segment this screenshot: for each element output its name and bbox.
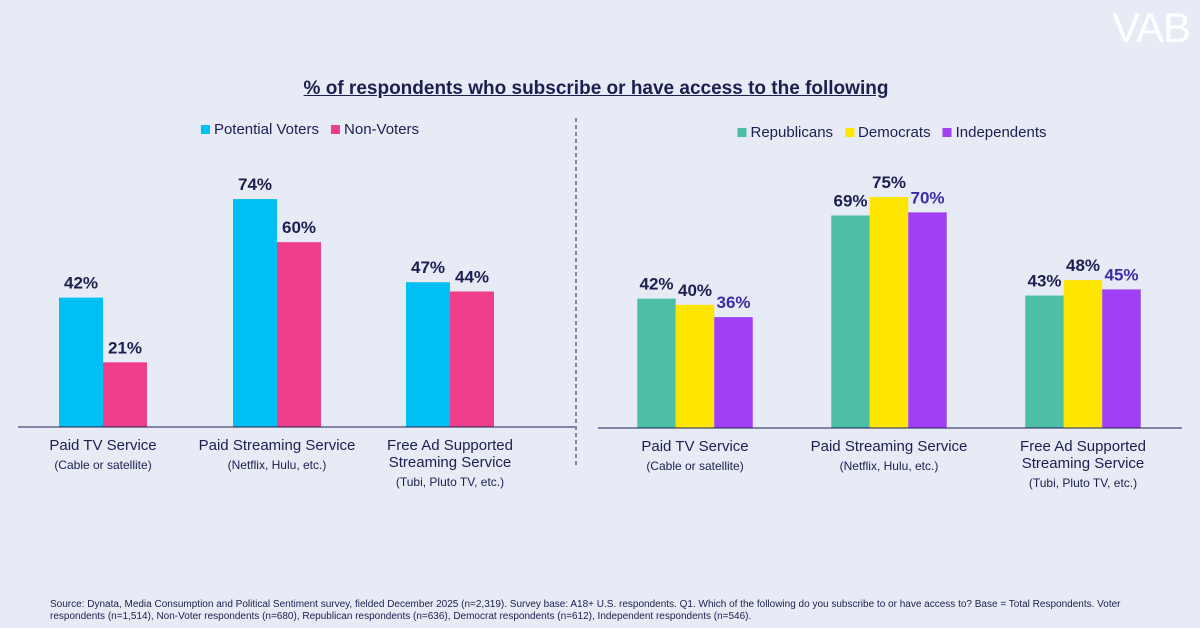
bar	[1102, 289, 1141, 428]
category-label: Paid Streaming Service (Netflix, Hulu, et…	[187, 437, 367, 474]
data-label: 40%	[678, 281, 712, 300]
legend-label: Potential Voters	[213, 121, 320, 138]
legend-item: Republicans	[737, 124, 833, 141]
bar	[675, 304, 715, 428]
category-detail: (Netflix, Hulu, etc.)	[227, 458, 327, 472]
legend-swatch	[737, 128, 747, 137]
data-label: 36%	[716, 293, 750, 312]
logo: VAB	[1112, 4, 1191, 51]
data-label: 21%	[108, 338, 142, 357]
category-label: Paid TV Service (Cable or satellite)	[13, 437, 193, 474]
bar	[233, 199, 277, 427]
category-name: Paid Streaming Service	[198, 437, 356, 454]
bar	[1063, 280, 1103, 428]
data-label: 43%	[1027, 272, 1061, 291]
legend-label: Republicans	[750, 124, 834, 141]
data-label: 42%	[64, 274, 98, 293]
bar	[103, 362, 147, 427]
legend-label: Independents	[955, 124, 1047, 141]
category-name: Free Ad Supported Streaming Service	[387, 437, 513, 471]
data-label: 45%	[1104, 265, 1138, 284]
category-detail: (Netflix, Hulu, etc.)	[839, 459, 939, 473]
legend: Potential Voters Non-Voters	[200, 121, 419, 138]
category-detail: (Cable or satellite)	[54, 458, 152, 472]
data-label: 69%	[833, 191, 867, 210]
bar	[908, 212, 947, 428]
category-label: Free Ad Supported Streaming Service (Tubi…	[993, 438, 1173, 492]
category-name: Paid Streaming Service	[810, 438, 968, 455]
bar	[831, 215, 870, 428]
legend-label: Non-Voters	[344, 121, 420, 138]
category-name: Free Ad Supported Streaming Service	[1020, 438, 1146, 472]
category-name: Paid TV Service	[641, 438, 749, 455]
data-label: 47%	[411, 258, 445, 277]
bar	[1025, 295, 1064, 428]
legend-item: Potential Voters	[200, 121, 320, 138]
category-label: Paid Streaming Service (Netflix, Hulu, et…	[799, 438, 979, 475]
legend-item: Independents	[942, 124, 1047, 141]
category-detail: (Tubi, Pluto TV, etc.)	[395, 475, 505, 489]
legend-swatch	[331, 125, 341, 134]
category-label: Paid TV Service (Cable or satellite)	[605, 438, 785, 475]
legend-swatch	[942, 128, 952, 137]
category-detail: (Cable or satellite)	[646, 459, 744, 473]
legend: Republicans Democrats Independents	[737, 124, 1047, 141]
data-label: 60%	[282, 218, 316, 237]
source-note: Source: Dynata, Media Consumption and Po…	[50, 599, 1121, 622]
category-name: Paid TV Service	[49, 437, 157, 454]
category-label: Free Ad Supported Streaming Service (Tubi…	[360, 437, 540, 491]
bar	[714, 317, 753, 428]
bar	[277, 242, 321, 427]
data-label: 48%	[1066, 256, 1100, 275]
legend-swatch	[200, 125, 210, 134]
bar	[59, 297, 103, 427]
chart-title: % of respondents who subscribe or have a…	[303, 78, 889, 99]
data-label: 44%	[455, 267, 489, 286]
category-detail: (Tubi, Pluto TV, etc.)	[1028, 476, 1138, 490]
bar	[406, 282, 450, 427]
data-label: 70%	[910, 188, 944, 207]
legend-item: Democrats	[845, 124, 931, 141]
bar	[869, 197, 909, 428]
legend-label: Democrats	[858, 124, 931, 141]
data-label: 74%	[238, 175, 272, 194]
bar	[450, 291, 494, 427]
legend-item: Non-Voters	[331, 121, 419, 138]
data-label: 75%	[872, 173, 906, 192]
bar	[637, 298, 676, 428]
legend-swatch	[845, 128, 855, 137]
data-label: 42%	[639, 275, 673, 294]
